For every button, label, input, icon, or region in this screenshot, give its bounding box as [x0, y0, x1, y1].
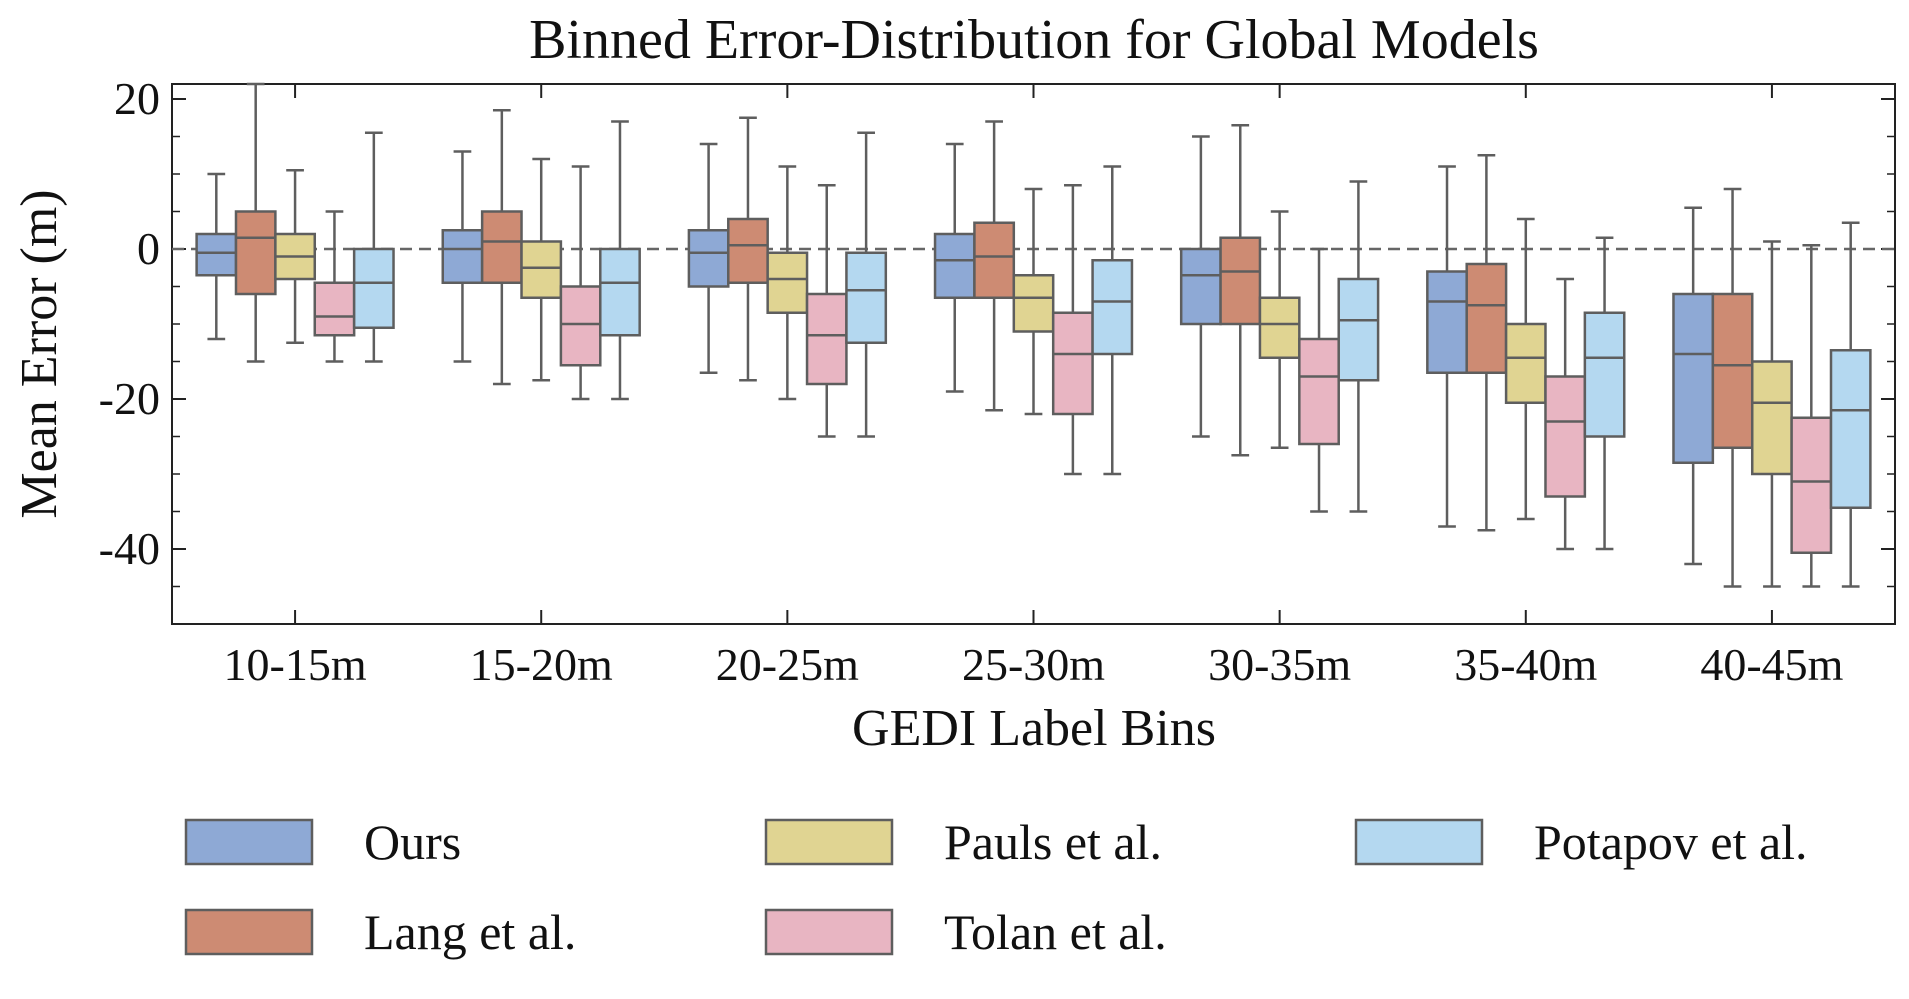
y-tick-label: -20 — [99, 373, 160, 424]
x-tick-label: 40-45m — [1700, 639, 1843, 690]
box-iqr — [1219, 236, 1262, 326]
box-potapov-et-al--6 — [1829, 221, 1872, 588]
box-lang-et-al--5 — [1465, 154, 1508, 532]
box-iqr — [313, 281, 356, 337]
box-iqr — [687, 229, 730, 288]
box-iqr — [441, 229, 484, 284]
box-iqr — [1298, 337, 1340, 446]
legend-label-ours: Ours — [364, 814, 461, 870]
box-iqr — [727, 217, 769, 284]
box-pauls-et-al--4 — [1258, 210, 1301, 449]
x-axis-label: GEDI Label Bins — [852, 700, 1216, 757]
box-iqr — [845, 251, 888, 344]
box-ours-5 — [1426, 165, 1468, 528]
box-iqr — [520, 240, 563, 299]
box-iqr — [1426, 270, 1468, 374]
box-pauls-et-al--1 — [520, 157, 563, 382]
legend-swatch-pauls-et-al — [764, 818, 894, 866]
legend: Ours Lang et al. Pauls et al. Tolan et al. P… — [184, 814, 1808, 960]
box-ours-6 — [1672, 206, 1715, 566]
box-potapov-et-al--1 — [599, 120, 641, 401]
box-pauls-et-al--2 — [766, 165, 809, 401]
legend-label-pauls-et-al: Pauls et al. — [944, 814, 1162, 870]
box-lang-et-al--4 — [1219, 124, 1262, 457]
x-tick-label: 30-35m — [1208, 639, 1351, 690]
plot-area: 20 0 -20 -40 10-15m 15-20m 20-25m 25-30m 30-35m 3… — [99, 73, 1896, 690]
box-ours-3 — [933, 142, 976, 393]
box-iqr — [1179, 247, 1222, 326]
legend-swatch-lang-et-al — [184, 908, 314, 956]
box-iqr — [766, 251, 809, 314]
box-iqr — [1012, 274, 1055, 333]
box-iqr — [1790, 416, 1833, 554]
box-potapov-et-al--2 — [845, 131, 888, 438]
box-tolan-et-al--1 — [559, 165, 602, 401]
box-potapov-et-al--4 — [1337, 180, 1380, 513]
box-pauls-et-al--0 — [274, 169, 317, 344]
box-ours-1 — [441, 150, 484, 363]
x-tick-label: 20-25m — [716, 639, 859, 690]
y-tick-label: 0 — [137, 223, 160, 274]
box-ours-4 — [1179, 135, 1222, 438]
box-iqr — [559, 285, 602, 367]
box-tolan-et-al--5 — [1544, 277, 1587, 551]
y-axis-label: Mean Error (m) — [11, 189, 68, 518]
box-ours-0 — [195, 172, 238, 341]
box-iqr — [1337, 277, 1380, 382]
box-iqr — [1504, 322, 1547, 404]
box-iqr — [234, 210, 277, 296]
box-pauls-et-al--6 — [1750, 240, 1793, 588]
box-iqr — [1583, 311, 1626, 438]
legend-swatch-ours — [184, 818, 314, 866]
box-iqr — [1672, 292, 1715, 464]
legend-label-tolan-et-al: Tolan et al. — [944, 904, 1167, 960]
box-potapov-et-al--5 — [1583, 236, 1626, 551]
legend-swatch-potapov-et-al — [1354, 818, 1484, 866]
box-iqr — [1091, 259, 1134, 356]
legend-label-potapov-et-al: Potapov et al. — [1534, 814, 1808, 870]
box-lang-et-al--0 — [234, 82, 277, 363]
box-pauls-et-al--3 — [1012, 187, 1055, 416]
box-lang-et-al--3 — [973, 120, 1016, 412]
box-iqr — [1051, 311, 1094, 416]
x-tick-label: 15-20m — [470, 639, 613, 690]
box-tolan-et-al--4 — [1298, 247, 1340, 513]
box-iqr — [1258, 296, 1301, 359]
legend-swatch-tolan-et-al — [764, 908, 894, 956]
box-iqr — [195, 232, 238, 277]
box-lang-et-al--1 — [480, 109, 523, 386]
box-tolan-et-al--0 — [313, 210, 356, 363]
box-potapov-et-al--3 — [1091, 165, 1134, 476]
box-iqr — [1750, 360, 1793, 476]
box-iqr — [805, 292, 848, 386]
y-tick-label: 20 — [114, 73, 160, 124]
box-iqr — [933, 232, 976, 299]
box-pauls-et-al--5 — [1504, 217, 1547, 521]
box-tolan-et-al--6 — [1790, 244, 1833, 588]
chart-title: Binned Error-Distribution for Global Mod… — [529, 9, 1539, 71]
box-lang-et-al--2 — [727, 116, 769, 382]
box-potapov-et-al--0 — [352, 131, 395, 363]
box-ours-2 — [687, 142, 730, 374]
box-iqr — [352, 247, 395, 329]
box-iqr — [1711, 292, 1754, 449]
box-iqr — [480, 210, 523, 284]
box-iqr — [1829, 349, 1872, 509]
box-iqr — [1544, 375, 1587, 498]
box-iqr — [1465, 262, 1508, 374]
x-tick-label: 10-15m — [224, 639, 367, 690]
x-tick-label: 25-30m — [962, 639, 1105, 690]
box-iqr — [599, 247, 641, 337]
box-tolan-et-al--3 — [1051, 184, 1094, 476]
box-tolan-et-al--2 — [805, 184, 848, 438]
x-tick-label: 35-40m — [1454, 639, 1597, 690]
legend-label-lang-et-al: Lang et al. — [364, 904, 576, 960]
box-iqr — [973, 221, 1016, 299]
y-tick-label: -40 — [99, 523, 160, 574]
